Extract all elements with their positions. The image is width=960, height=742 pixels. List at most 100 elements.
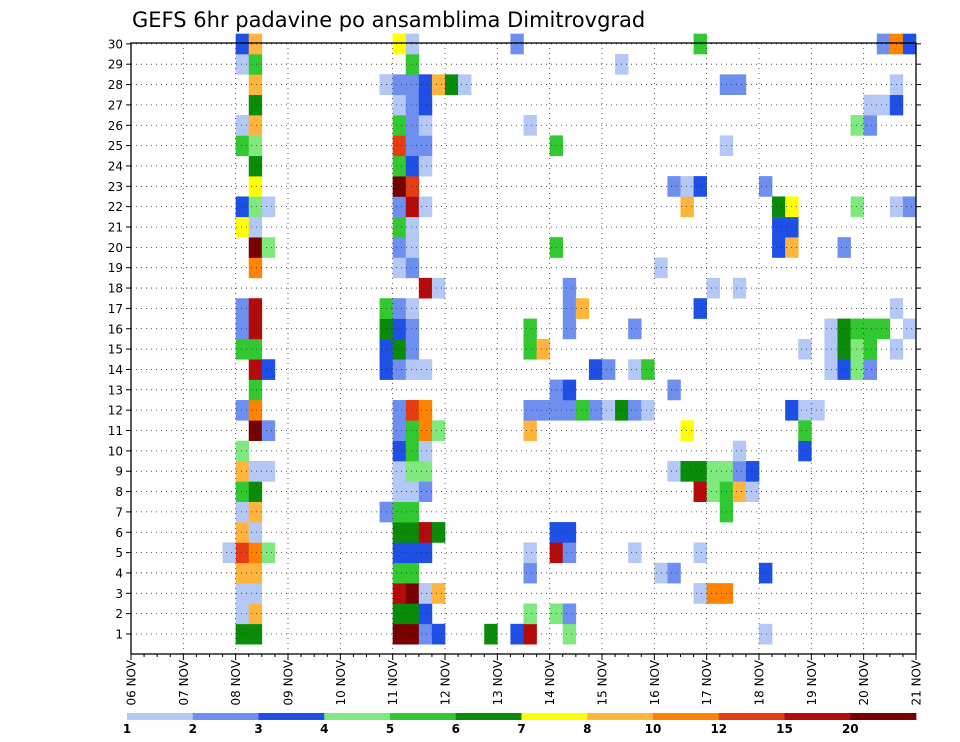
- heatmap-cell: [248, 94, 263, 116]
- x-tick-label: 06 NOV: [125, 659, 139, 705]
- heatmap-cell: [248, 298, 263, 319]
- y-tick-label: 30: [108, 37, 123, 51]
- heatmap-cell: [248, 399, 263, 421]
- heatmap-cell: [837, 237, 851, 258]
- heatmap-cell: [235, 440, 250, 462]
- heatmap-cell: [392, 623, 407, 645]
- colorbar-swatch: [258, 713, 325, 720]
- heatmap-cell: [405, 115, 420, 136]
- heatmap-cell: [392, 176, 407, 197]
- heatmap-cell: [392, 318, 407, 340]
- heatmap-cell: [248, 420, 263, 441]
- chart-title: GEFS 6hr padavine po ansamblima Dimitrov…: [132, 8, 645, 32]
- y-tick-label: 6: [115, 526, 123, 540]
- heatmap-cell: [405, 216, 420, 238]
- heatmap-cell: [235, 298, 250, 319]
- heatmap-cell: [261, 196, 276, 218]
- heatmap-cell: [811, 399, 825, 421]
- heatmap-cell: [235, 501, 250, 523]
- heatmap-cell: [693, 461, 707, 482]
- heatmap-cell: [562, 277, 577, 299]
- colorbar-label: 6: [452, 722, 460, 736]
- heatmap-cell: [248, 318, 263, 340]
- heatmap-cell: [850, 196, 864, 218]
- heatmap-cell: [405, 623, 420, 645]
- y-tick-label: 8: [115, 485, 123, 499]
- x-tick-label: 14 NOV: [543, 659, 557, 705]
- heatmap-cell: [850, 115, 864, 136]
- heatmap-cell: [405, 501, 420, 523]
- heatmap-cell: [732, 461, 747, 482]
- y-tick-label: 22: [108, 200, 123, 214]
- heatmap-cell: [248, 562, 263, 584]
- x-tick-label: 10 NOV: [334, 659, 348, 705]
- heatmap-cell: [693, 481, 707, 503]
- heatmap-cell: [235, 583, 250, 604]
- colorbar-swatch: [521, 713, 588, 720]
- heatmap-cell: [523, 318, 537, 340]
- heatmap-cell: [248, 74, 263, 96]
- heatmap-cell: [772, 196, 786, 218]
- heatmap-cell: [392, 522, 407, 543]
- heatmap-cell: [732, 74, 747, 96]
- heatmap-cell: [706, 583, 721, 604]
- heatmap-cell: [693, 33, 707, 55]
- heatmap-cell: [248, 481, 263, 503]
- y-tick-label: 9: [115, 465, 123, 479]
- colorbar-label: 4: [320, 722, 328, 736]
- heatmap-cell: [405, 135, 420, 157]
- heatmap-cell: [392, 74, 407, 96]
- heatmap-cell: [405, 481, 420, 503]
- x-tick-label: 18 NOV: [753, 659, 767, 705]
- heatmap-cell: [850, 338, 864, 360]
- heatmap-cell: [392, 33, 407, 55]
- y-tick-label: 27: [108, 98, 123, 112]
- y-tick-label: 14: [108, 363, 123, 377]
- heatmap-cell: [405, 94, 420, 116]
- heatmap-cell: [902, 318, 917, 340]
- heatmap-cell: [562, 603, 577, 625]
- heatmap-cell: [235, 318, 250, 340]
- colorbar-label: 12: [710, 722, 727, 736]
- heatmap-cell: [863, 359, 878, 380]
- heatmap-cell: [405, 74, 420, 96]
- y-tick-label: 7: [115, 505, 123, 519]
- heatmap-cell: [405, 298, 420, 319]
- heatmap-cell: [418, 623, 433, 645]
- heatmap-cell: [392, 481, 407, 503]
- heatmap-cell: [392, 237, 407, 258]
- heatmap-cell: [798, 338, 812, 360]
- heatmap-cell: [261, 461, 276, 482]
- colorbar-swatch: [455, 713, 522, 720]
- heatmap-cell: [523, 603, 537, 625]
- heatmap-cell: [248, 461, 263, 482]
- y-tick-label: 19: [108, 261, 123, 275]
- heatmap-cell: [392, 338, 407, 360]
- heatmap-cell: [405, 583, 420, 604]
- heatmap-cell: [602, 399, 616, 421]
- heatmap-cell: [405, 155, 420, 177]
- heatmap-cell: [235, 623, 250, 645]
- heatmap-cell: [392, 440, 407, 462]
- y-tick-label: 10: [108, 444, 123, 458]
- x-tick-label: 13 NOV: [491, 659, 505, 705]
- heatmap-cell: [235, 196, 250, 218]
- colorbar-label: 10: [645, 722, 662, 736]
- y-tick-label: 2: [115, 607, 123, 621]
- y-tick-label: 26: [108, 119, 123, 133]
- heatmap-cell: [484, 623, 498, 645]
- heatmap-cell: [759, 623, 773, 645]
- heatmap-cell: [392, 257, 407, 279]
- heatmap-cell: [418, 94, 433, 116]
- colorbar-swatch: [653, 713, 720, 720]
- heatmap-cell: [235, 562, 250, 584]
- heatmap-cell: [418, 115, 433, 136]
- heatmap-cell: [405, 176, 420, 197]
- heatmap-cell: [405, 522, 420, 543]
- heatmap-cell: [405, 461, 420, 482]
- heatmap-cell: [628, 399, 642, 421]
- heatmap-cell: [248, 54, 263, 75]
- heatmap-cell: [405, 603, 420, 625]
- heatmap-cell: [392, 359, 407, 380]
- heatmap-cell: [248, 155, 263, 177]
